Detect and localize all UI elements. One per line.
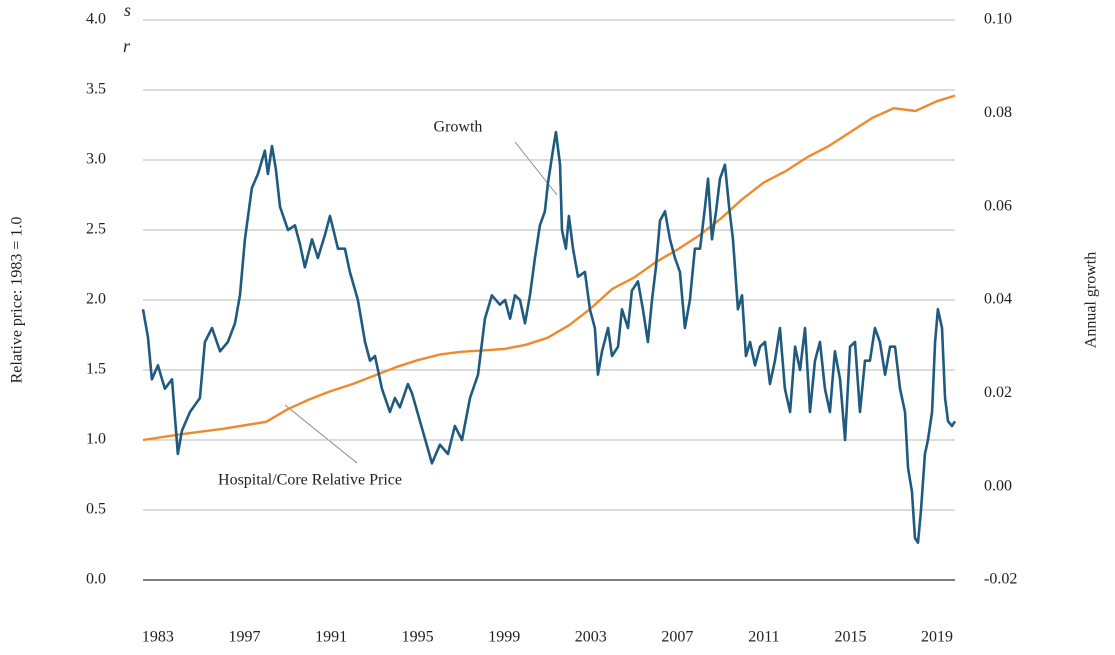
y-tick-label: 1.0: [86, 431, 106, 448]
leader-line: [514, 141, 558, 196]
y2-tick-label: -0.02: [984, 571, 1017, 588]
clipped-text: s: [124, 0, 131, 20]
series-line: [141, 130, 957, 544]
y-tick-label: 3.5: [86, 81, 106, 98]
y2-tick-label: 0.00: [984, 477, 1012, 494]
series-line: [142, 94, 956, 442]
y-tick-label: 0.5: [86, 501, 106, 518]
x-tick-label: 1999: [488, 629, 520, 646]
y2-axis-label: Annual growth: [1083, 252, 1100, 348]
x-tick-label: 1995: [402, 629, 434, 646]
y-tick-label: 2.0: [86, 291, 106, 308]
x-tick-label: 2003: [575, 629, 607, 646]
y-tick-label: 2.5: [86, 221, 106, 238]
y-tick-label: 3.0: [86, 151, 106, 168]
y2-tick-label: 0.10: [984, 11, 1012, 28]
y2-tick-label: 0.02: [984, 384, 1012, 401]
y-tick-label: 0.0: [86, 571, 106, 588]
x-tick-label: 1983: [142, 629, 174, 646]
x-tick-label: 1997: [229, 629, 261, 646]
clipped-text: r: [123, 36, 131, 56]
x-tick-label: 2015: [834, 629, 866, 646]
y-tick-label: 4.0: [86, 11, 106, 28]
x-tick-label: 2019: [921, 629, 953, 646]
y2-tick-label: 0.04: [984, 291, 1012, 308]
y-tick-label: 1.5: [86, 361, 106, 378]
annotation: Growth: [434, 119, 483, 136]
x-tick-label: 1991: [315, 629, 347, 646]
x-tick-label: 2011: [748, 629, 779, 646]
y-axis-label: Relative price: 1983 = 1.0: [9, 217, 26, 384]
x-tick-label: 2007: [661, 629, 693, 646]
y2-tick-label: 0.08: [984, 104, 1012, 121]
annotation: Hospital/Core Relative Price: [218, 472, 402, 489]
leader-line: [284, 404, 358, 464]
y2-tick-label: 0.06: [984, 197, 1012, 214]
